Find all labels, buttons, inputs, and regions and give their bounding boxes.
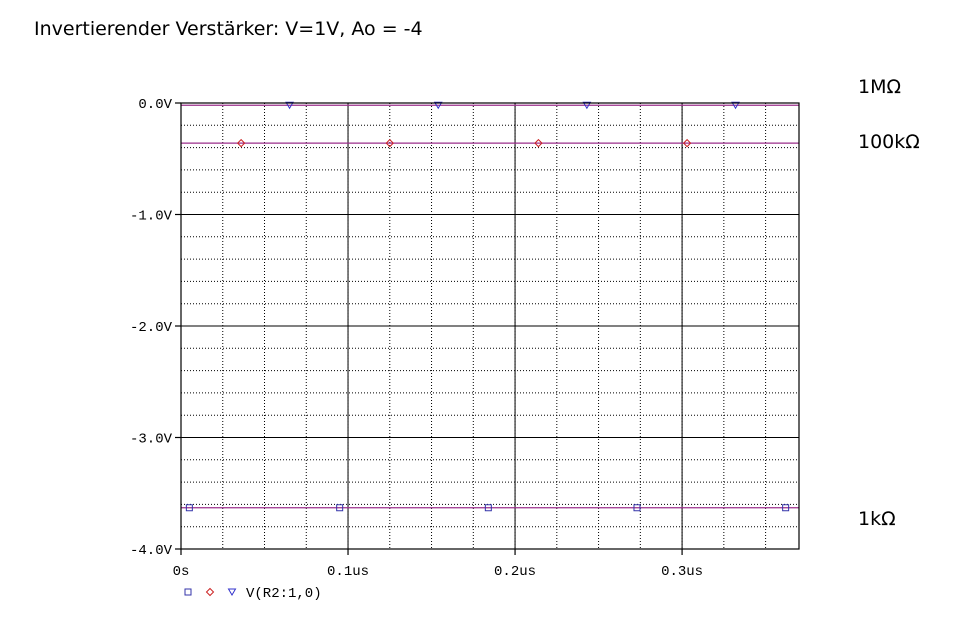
x-tick-label: 0.3us (661, 564, 703, 580)
data-point-square (484, 504, 492, 512)
legend-label: V(R2:1,0) (246, 586, 322, 602)
data-point-square (185, 504, 193, 512)
data-point-diamond (534, 138, 543, 148)
data-point-triangle-down (433, 101, 443, 110)
data-point-square (336, 504, 344, 512)
x-tick-label: 0.1us (327, 564, 369, 580)
legend-marker-triangle-down (227, 588, 237, 596)
annotation-100k-ohm: 100kΩ (858, 131, 920, 153)
data-point-diamond (385, 138, 394, 148)
x-tick-label: 0s (173, 564, 190, 580)
chart-title: Invertierender Verstärker: V=1V, Ao = -4 (34, 18, 423, 40)
data-point-triangle-down (731, 101, 740, 110)
y-tick-label: -1.0V (130, 209, 173, 225)
y-tick-label: -4.0V (130, 543, 173, 559)
legend-marker-diamond (205, 587, 215, 597)
y-tick-label: -2.0V (130, 320, 173, 336)
y-tick-label: 0.0V (138, 97, 172, 113)
data-point-triangle-down (285, 101, 294, 110)
annotation-1m-ohm: 1MΩ (858, 76, 902, 98)
grid (180, 102, 799, 550)
data-markers (185, 101, 790, 512)
data-point-square (633, 504, 641, 512)
data-point-triangle-down (582, 101, 592, 110)
annotation-1k-ohm: 1kΩ (858, 508, 896, 530)
y-tick-label: -3.0V (130, 432, 173, 448)
legend: V(R2:1,0) (184, 586, 322, 602)
traces (181, 104, 799, 509)
data-point-diamond (682, 138, 692, 148)
x-tick-label: 0.2us (494, 564, 536, 580)
data-point-square (782, 504, 790, 512)
data-point-diamond (236, 138, 246, 148)
legend-marker-square (184, 588, 192, 596)
